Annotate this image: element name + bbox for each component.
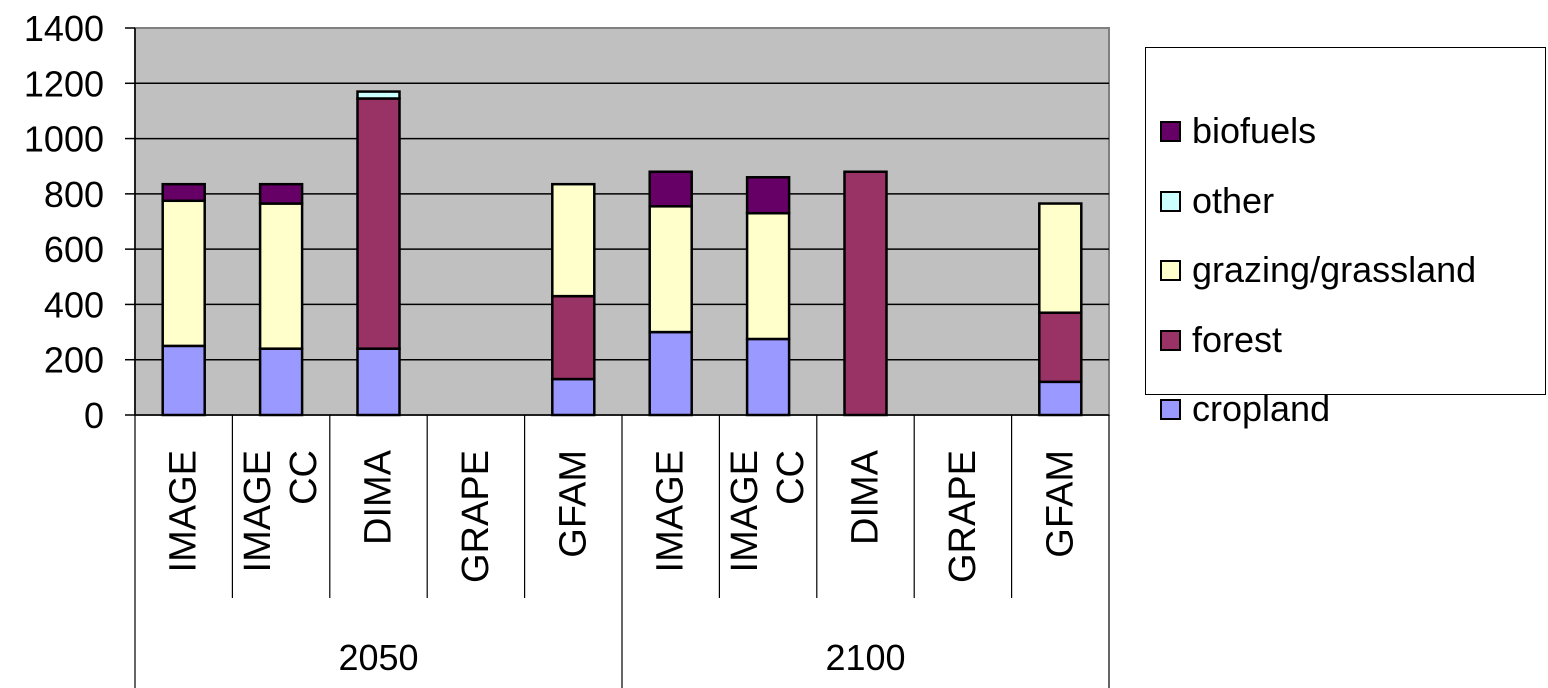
bar-5-biofuels: [648, 170, 693, 208]
bar-2-forest: [356, 97, 401, 350]
legend-swatch-other: [1160, 190, 1181, 212]
legend-label-grazing-grassland: grazing/grassland: [1192, 249, 1477, 290]
legend-item-other: other: [1160, 180, 1275, 221]
y-tick-label-800: 800: [44, 174, 104, 215]
bar-4-cropland: [551, 377, 596, 417]
bar-5-cropland: [648, 330, 693, 417]
legend-swatch-biofuels: [1160, 120, 1181, 142]
bar-6-cropland: [745, 337, 791, 417]
legend-swatch-cropland: [1160, 398, 1181, 420]
y-tick-label-400: 400: [44, 284, 104, 325]
x-tick-label-5-0: IMAGE: [650, 450, 692, 572]
bar-6-grazing-grassland: [745, 211, 791, 341]
bar-6-biofuels: [745, 176, 791, 215]
bar-4-forest: [551, 294, 596, 381]
x-tick-label-2-0: DIMA: [358, 449, 400, 545]
bar-4-grazing-grassland: [551, 182, 596, 298]
legend-item-biofuels: biofuels: [1160, 110, 1317, 151]
bar-9-cropland: [1038, 380, 1083, 417]
bar-2-other: [356, 90, 401, 100]
legend-label-forest: forest: [1192, 319, 1283, 360]
x-tick-label-3-0: GRAPE: [455, 450, 497, 583]
legend-item-forest: forest: [1160, 319, 1283, 360]
bar-9-forest: [1038, 311, 1083, 384]
bar-0-biofuels: [161, 182, 206, 203]
legend-label-cropland: cropland: [1192, 388, 1331, 429]
y-tick-label-0: 0: [84, 395, 104, 436]
legend-swatch-grazing-grassland: [1160, 259, 1181, 281]
x-tick-label-8-0: GRAPE: [942, 450, 984, 583]
legend-item-grazing-grassland: grazing/grassland: [1160, 249, 1477, 290]
legend-label-biofuels: biofuels: [1192, 110, 1317, 151]
x-tick-label-7-0: DIMA: [845, 449, 887, 545]
x-tick-label-1-0: IMAGE: [237, 450, 279, 572]
x-tick-label-4-0: GFAM: [552, 450, 594, 558]
bar-5-grazing-grassland: [648, 205, 693, 334]
y-tick-label-1400: 1400: [24, 8, 104, 49]
bar-1-grazing-grassland: [258, 202, 304, 350]
group-label-2050: 2050: [338, 637, 418, 678]
y-tick-label-600: 600: [44, 229, 104, 270]
x-tick-label-1-1: CC: [283, 450, 325, 505]
x-tick-label-0-0: IMAGE: [163, 450, 205, 572]
legend: biofuels other grazing/grassland forest …: [1145, 47, 1546, 429]
bar-0-cropland: [161, 344, 206, 417]
x-axis: IMAGE IMAGE CC DIMA GRAPE GFAM IMAGE IMAGE CC DIM…: [134, 414, 1110, 688]
bar-1-biofuels: [258, 182, 304, 205]
bar-1-cropland: [258, 347, 304, 417]
x-tick-label-6-1: CC: [770, 450, 812, 505]
legend-label-other: other: [1192, 180, 1275, 221]
x-tick-label-9-0: GFAM: [1039, 450, 1081, 558]
y-tick-label-200: 200: [44, 340, 104, 381]
y-tick-label-1000: 1000: [24, 119, 104, 160]
bar-9-grazing-grassland: [1038, 202, 1083, 314]
bar-2-cropland: [356, 347, 401, 417]
bar-0-grazing-grassland: [161, 199, 206, 348]
group-label-2100: 2100: [825, 637, 905, 678]
y-axis: 0 200 400 600 800 1000 1200 1400: [24, 8, 136, 436]
legend-swatch-forest: [1160, 329, 1181, 351]
y-tick-label-1200: 1200: [24, 63, 104, 104]
legend-item-cropland: cropland: [1160, 388, 1331, 429]
bar-7-forest: [843, 170, 888, 417]
x-tick-label-6-0: IMAGE: [724, 450, 766, 572]
